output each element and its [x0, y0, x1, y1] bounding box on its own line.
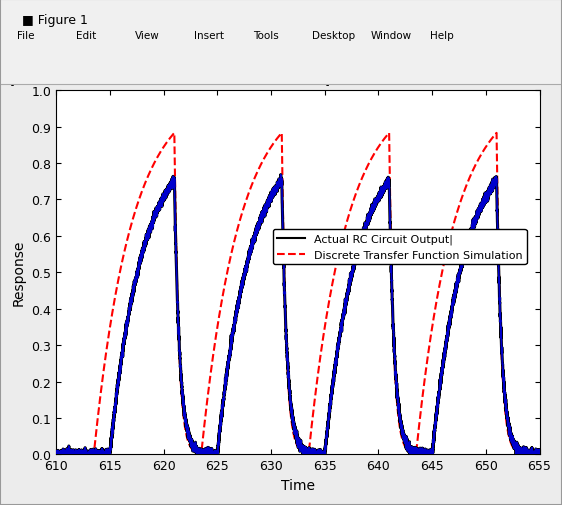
Text: Tools: Tools	[253, 31, 279, 40]
Actual RC Circuit Output|	[536, 447, 543, 453]
Text: Window: Window	[371, 31, 412, 40]
Title: Comparison between Actual RC Circuit output and Transfer Function Simulatio: Comparison between Actual RC Circuit out…	[0, 71, 562, 85]
Discrete Transfer Function Simulation	[339, 236, 346, 242]
Line: Actual RC Circuit Output|: Actual RC Circuit Output|	[56, 175, 540, 454]
Discrete Transfer Function Simulation	[228, 251, 234, 258]
Actual RC Circuit Output|	[360, 228, 367, 234]
Text: Help: Help	[430, 31, 454, 40]
Text: Desktop: Desktop	[312, 31, 355, 40]
Text: View: View	[135, 31, 160, 40]
Actual RC Circuit Output|	[53, 450, 60, 457]
Text: Insert: Insert	[194, 31, 224, 40]
X-axis label: Time: Time	[281, 478, 315, 492]
Y-axis label: Response: Response	[12, 239, 26, 306]
Text: ■ Figure 1: ■ Figure 1	[22, 14, 88, 27]
Actual RC Circuit Output|	[53, 451, 60, 458]
Actual RC Circuit Output|	[77, 451, 84, 458]
Legend: Actual RC Circuit Output|, Discrete Transfer Function Simulation: Actual RC Circuit Output|, Discrete Tran…	[273, 230, 527, 265]
Discrete Transfer Function Simulation	[536, 451, 543, 458]
Discrete Transfer Function Simulation	[437, 278, 444, 284]
Actual RC Circuit Output|	[278, 172, 284, 178]
Text: File: File	[17, 31, 34, 40]
Actual RC Circuit Output|	[339, 316, 346, 322]
Actual RC Circuit Output|	[437, 383, 444, 389]
Discrete Transfer Function Simulation	[77, 451, 84, 458]
Actual RC Circuit Output|	[411, 449, 418, 455]
Line: Discrete Transfer Function Simulation: Discrete Transfer Function Simulation	[56, 134, 540, 454]
Discrete Transfer Function Simulation	[360, 173, 366, 179]
Actual RC Circuit Output|	[228, 337, 234, 343]
Discrete Transfer Function Simulation	[53, 451, 60, 458]
Discrete Transfer Function Simulation	[411, 450, 418, 457]
Text: Edit: Edit	[76, 31, 96, 40]
Discrete Transfer Function Simulation	[171, 131, 178, 137]
